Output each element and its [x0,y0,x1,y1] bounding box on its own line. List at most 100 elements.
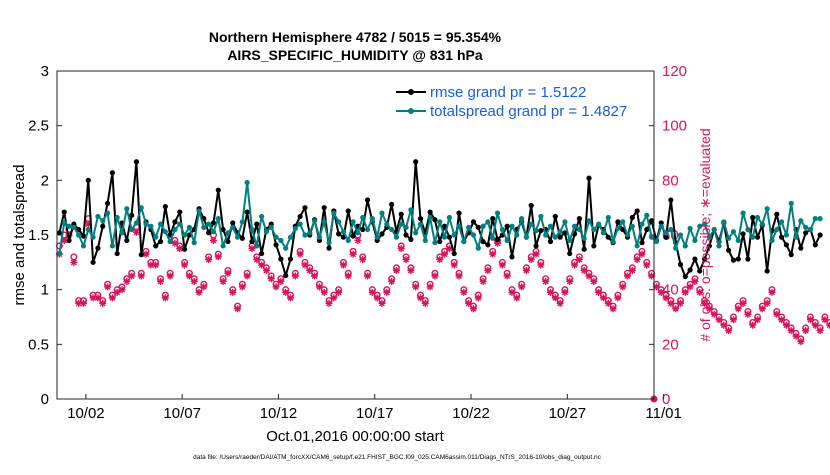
rmse-point [480,238,486,245]
rmse-point [485,242,491,248]
totalspread-point [181,232,188,238]
totalspread-point [783,232,789,238]
obs-evaluated-marker [527,256,535,264]
obs-evaluated-marker [749,321,757,329]
rmse-point [581,246,587,252]
x-tick-label: 11/01 [645,405,681,422]
obs-evaluated-marker [773,310,781,318]
obs-evaluated-marker [561,288,569,296]
totalspread-point [340,229,347,235]
obs-evaluated-marker [315,283,323,291]
totalspread-point [210,229,217,235]
rmse-point [259,250,265,257]
totalspread-point [562,219,568,225]
rmse-point [379,231,385,237]
totalspread-point [249,226,255,233]
obs-evaluated-marker [205,256,213,264]
obs-evaluated-marker [778,316,786,324]
rmse-point [336,231,342,237]
obs-evaluated-marker [219,277,227,285]
obs-evaluated-marker [672,305,680,313]
footnote: data file: /Users/raeder/DAI/ATM_forcXX/… [193,454,602,461]
obs-evaluated-marker [60,236,68,244]
totalspread-point [605,214,611,221]
obs-evaluated-marker [306,267,314,275]
totalspread-point [167,238,173,245]
totalspread-point [100,218,106,224]
totalspread-point [287,234,294,240]
rmse-point [432,217,438,223]
totalspread-point [538,213,544,220]
obs-evaluated-marker [344,272,352,280]
totalspread-point [812,216,818,222]
obs-evaluated-marker [546,288,554,296]
totalspread-point [263,229,270,235]
rmse-point [133,159,140,165]
totalspread-point [389,226,395,233]
rmse-point [172,219,178,225]
obs-evaluated-marker [147,261,155,269]
obs-evaluated-marker [349,250,357,258]
totalspread-point [283,245,289,251]
rmse-point [586,175,592,181]
totalspread-point [750,234,756,240]
totalspread-point [620,219,626,225]
totalspread-point [687,225,693,232]
totalspread-point [292,225,298,232]
totalspread-point [278,237,284,244]
rmse-point [668,197,674,203]
totalspread-point [519,216,525,222]
rmse-point [475,224,481,230]
obs-evaluated-marker [657,288,665,296]
obs-evaluated-marker [373,294,381,302]
obs-evaluated-marker [378,299,386,307]
obs-evaluated-marker [816,327,824,335]
rmse-point [177,209,183,215]
totalspread-point [244,179,250,186]
totalspread-point [220,243,226,249]
totalspread-point [129,226,135,233]
rmse-point [754,234,761,240]
rmse-point [798,245,804,251]
rmse-point [427,209,433,215]
rmse-point [153,243,159,249]
obs-evaluated-marker [720,321,728,329]
obs-evaluated-marker [152,261,160,269]
totalspread-point [153,234,159,240]
rmse-point [803,230,809,236]
totalspread-point [677,232,684,238]
obs-evaluated-marker [118,286,126,294]
rmse-point [408,236,414,242]
rmse-point [95,245,101,251]
rmse-point [283,272,289,279]
totalspread-point [466,224,472,230]
obs-evaluated-marker [542,277,550,285]
obs-evaluated-marker [479,277,487,285]
totalspread-point [533,228,539,234]
rmse-point [490,216,496,222]
x-tick-label: 10/07 [163,405,201,422]
obs-evaluated-marker [190,277,198,285]
obs-evaluated-marker [166,272,174,280]
legend-rmse-label: rmse grand pr = 1.5122 [430,84,586,101]
rmse-point [273,242,279,248]
obs-evaluated-marker [185,272,193,280]
rmse-point [417,216,424,222]
totalspread-point [76,232,82,238]
obs-evaluated-marker [79,299,87,307]
totalspread-point [523,234,530,240]
plot-frame [56,70,655,400]
rmse-point [750,214,756,221]
obs-evaluated-marker [628,267,636,275]
totalspread-point [124,206,130,212]
totalspread-point [360,214,366,221]
obs-evaluated-marker [209,236,217,244]
obs-evaluated-marker [171,239,179,247]
totalspread-point [437,219,443,225]
totalspread-point [629,223,635,229]
rmse-point [90,259,96,265]
totalspread-point [692,237,698,244]
totalspread-point [706,234,712,240]
rmse-point [648,218,655,224]
obs-evaluated-marker [277,277,285,285]
